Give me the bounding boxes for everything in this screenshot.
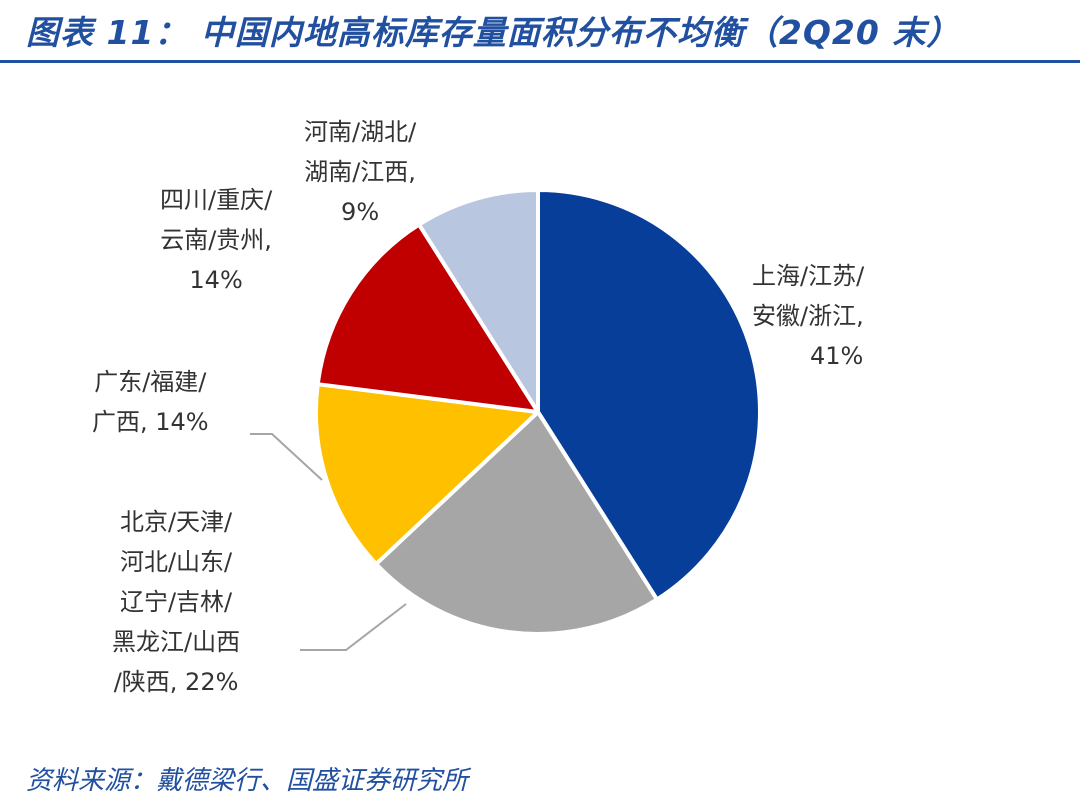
- leader-line-north: [300, 603, 407, 651]
- pie-slice-southwest: [315, 222, 540, 414]
- chart-title: 图表 11： 中国内地高标库存量面积分布不均衡（2Q20 末）: [26, 13, 961, 52]
- leader-line-south: [250, 433, 323, 481]
- slice-label-south: 广东/福建/ 广西, 14%: [92, 368, 209, 436]
- slice-label-southwest: 四川/重庆/ 云南/贵州, 14%: [160, 186, 273, 294]
- slice-label-central: 河南/湖北/ 湖南/江西, 9%: [304, 118, 417, 226]
- pie-slice-south: [314, 382, 540, 566]
- pie-slice-central: [417, 188, 540, 414]
- slice-label-north: 北京/天津/ 河北/山东/ 辽宁/吉林/ 黑龙江/山西 /陕西, 22%: [112, 508, 241, 696]
- slice-label-yangtze: 上海/江苏/ 安徽/浙江, 41%: [752, 262, 865, 370]
- source-note: 资料来源：戴德梁行、国盛证券研究所: [26, 766, 469, 796]
- title-divider: [0, 60, 1080, 63]
- pie-slice-north: [374, 410, 659, 636]
